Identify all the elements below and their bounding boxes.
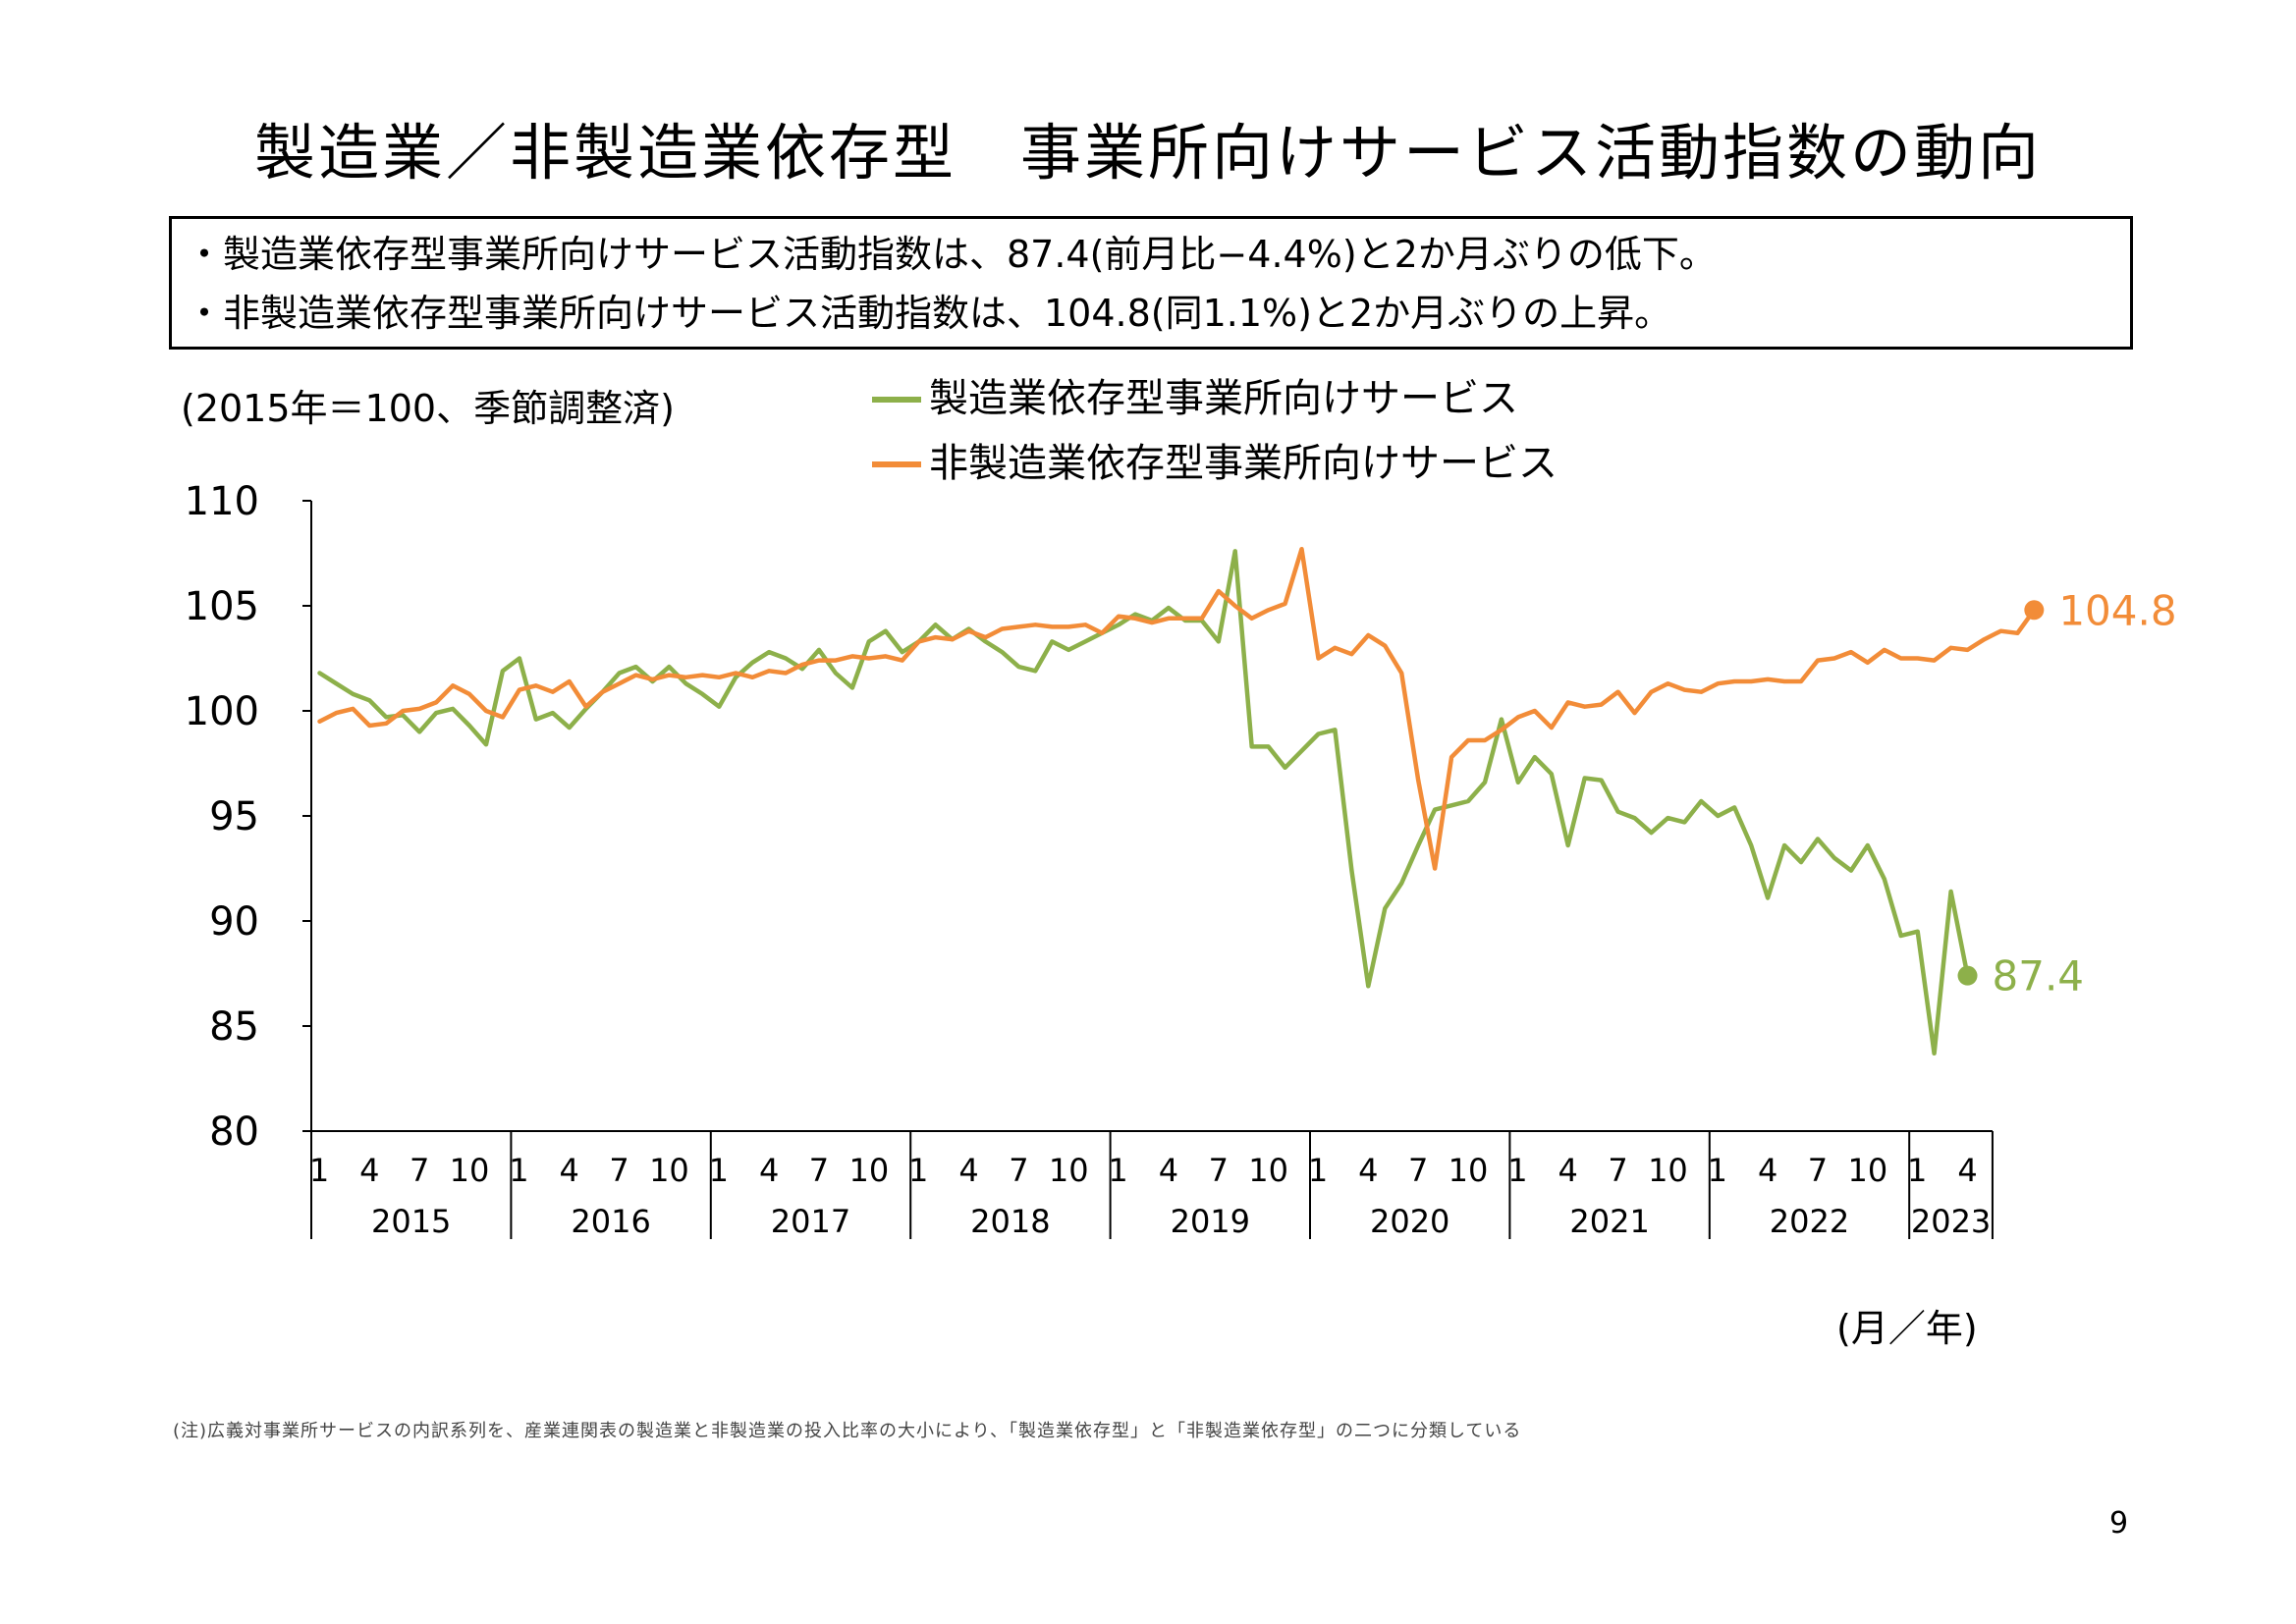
x-month-label: 1 — [1907, 1152, 1927, 1189]
x-year-label: 2021 — [1569, 1203, 1649, 1240]
x-year-label: 2015 — [371, 1203, 451, 1240]
x-month-label: 7 — [809, 1152, 829, 1189]
x-month-label: 4 — [1558, 1152, 1578, 1189]
series-line-non-manufacturing — [317, 546, 2037, 871]
page-title: 製造業／非製造業依存型 事業所向けサービス活動指数の動向 — [253, 117, 2042, 189]
x-month-label: 1 — [509, 1152, 528, 1189]
y-tick-label: 95 — [209, 794, 259, 839]
x-month-label: 4 — [958, 1152, 978, 1189]
x-month-label: 1 — [908, 1152, 928, 1189]
summary-box: ・製造業依存型事業所向けサービス活動指数は、87.4(前月比−4.4%)と2か月… — [169, 216, 2133, 350]
y-tick-label: 100 — [185, 689, 259, 734]
x-month-label: 10 — [450, 1152, 490, 1189]
series-line-manufacturing — [317, 549, 1970, 1056]
legend-swatch-manufacturing — [872, 397, 921, 403]
x-month-label: 7 — [1608, 1152, 1627, 1189]
x-month-label: 4 — [1358, 1152, 1378, 1189]
x-month-label: 7 — [410, 1152, 429, 1189]
x-month-label: 1 — [1507, 1152, 1527, 1189]
x-year-label: 2023 — [1911, 1203, 1991, 1240]
x-month-label: 7 — [1009, 1152, 1028, 1189]
x-month-label: 4 — [1758, 1152, 1777, 1189]
x-month-label: 7 — [609, 1152, 629, 1189]
x-month-label: 10 — [1049, 1152, 1089, 1189]
x-month-label: 1 — [709, 1152, 729, 1189]
x-month-label: 7 — [1209, 1152, 1229, 1189]
end-marker-non-manufacturing — [2024, 600, 2045, 621]
x-axis-title: (月／年) — [1836, 1307, 1978, 1350]
x-month-label: 4 — [1957, 1152, 1977, 1189]
x-month-label: 10 — [1648, 1152, 1688, 1189]
x-month-label: 10 — [1449, 1152, 1489, 1189]
legend-label-non-manufacturing: 非製造業依存型事業所向けサービス — [929, 441, 1558, 486]
x-month-label: 10 — [848, 1152, 889, 1189]
summary-line-manufacturing: ・製造業依存型事業所向けサービス活動指数は、87.4(前月比−4.4%)と2か月… — [186, 233, 1717, 276]
legend-label-manufacturing: 製造業依存型事業所向けサービス — [929, 376, 1518, 421]
x-year-label: 2022 — [1770, 1203, 1849, 1240]
end-marker-manufacturing — [1957, 965, 1978, 986]
end-label-non-manufacturing: 104.8 — [2058, 586, 2176, 634]
x-month-label: 10 — [1248, 1152, 1288, 1189]
x-month-label: 1 — [1708, 1152, 1727, 1189]
y-tick-label: 85 — [209, 1004, 259, 1050]
x-month-label: 4 — [359, 1152, 379, 1189]
x-month-label: 4 — [759, 1152, 779, 1189]
x-month-label: 7 — [1808, 1152, 1828, 1189]
x-year-label: 2019 — [1171, 1203, 1250, 1240]
y-tick-label: 80 — [209, 1110, 259, 1155]
x-month-label: 4 — [560, 1152, 579, 1189]
x-month-label: 7 — [1408, 1152, 1428, 1189]
x-month-label: 4 — [1159, 1152, 1178, 1189]
x-year-label: 2020 — [1370, 1203, 1449, 1240]
x-month-label: 10 — [1847, 1152, 1887, 1189]
x-year-label: 2018 — [970, 1203, 1050, 1240]
footnote: (注)広義対事業所サービスの内訳系列を、産業連関表の製造業と非製造業の投入比率の… — [173, 1421, 1522, 1441]
y-tick-label: 105 — [185, 584, 259, 629]
x-year-label: 2017 — [771, 1203, 850, 1240]
summary-line-non-manufacturing: ・非製造業依存型事業所向けサービス活動指数は、104.8(同1.1%)と2か月ぶ… — [186, 292, 1672, 335]
legend-swatch-non-manufacturing — [872, 461, 921, 467]
unit-note: (2015年＝100、季節調整済) — [181, 387, 675, 430]
end-label-manufacturing: 87.4 — [1993, 952, 2085, 1001]
y-tick-label: 110 — [185, 479, 259, 524]
y-tick-label: 90 — [209, 899, 259, 945]
x-year-label: 2016 — [571, 1203, 650, 1240]
x-month-label: 1 — [1108, 1152, 1127, 1189]
x-month-label: 10 — [649, 1152, 689, 1189]
x-month-label: 1 — [309, 1152, 329, 1189]
page-number: 9 — [2109, 1506, 2129, 1541]
x-month-label: 1 — [1308, 1152, 1328, 1189]
